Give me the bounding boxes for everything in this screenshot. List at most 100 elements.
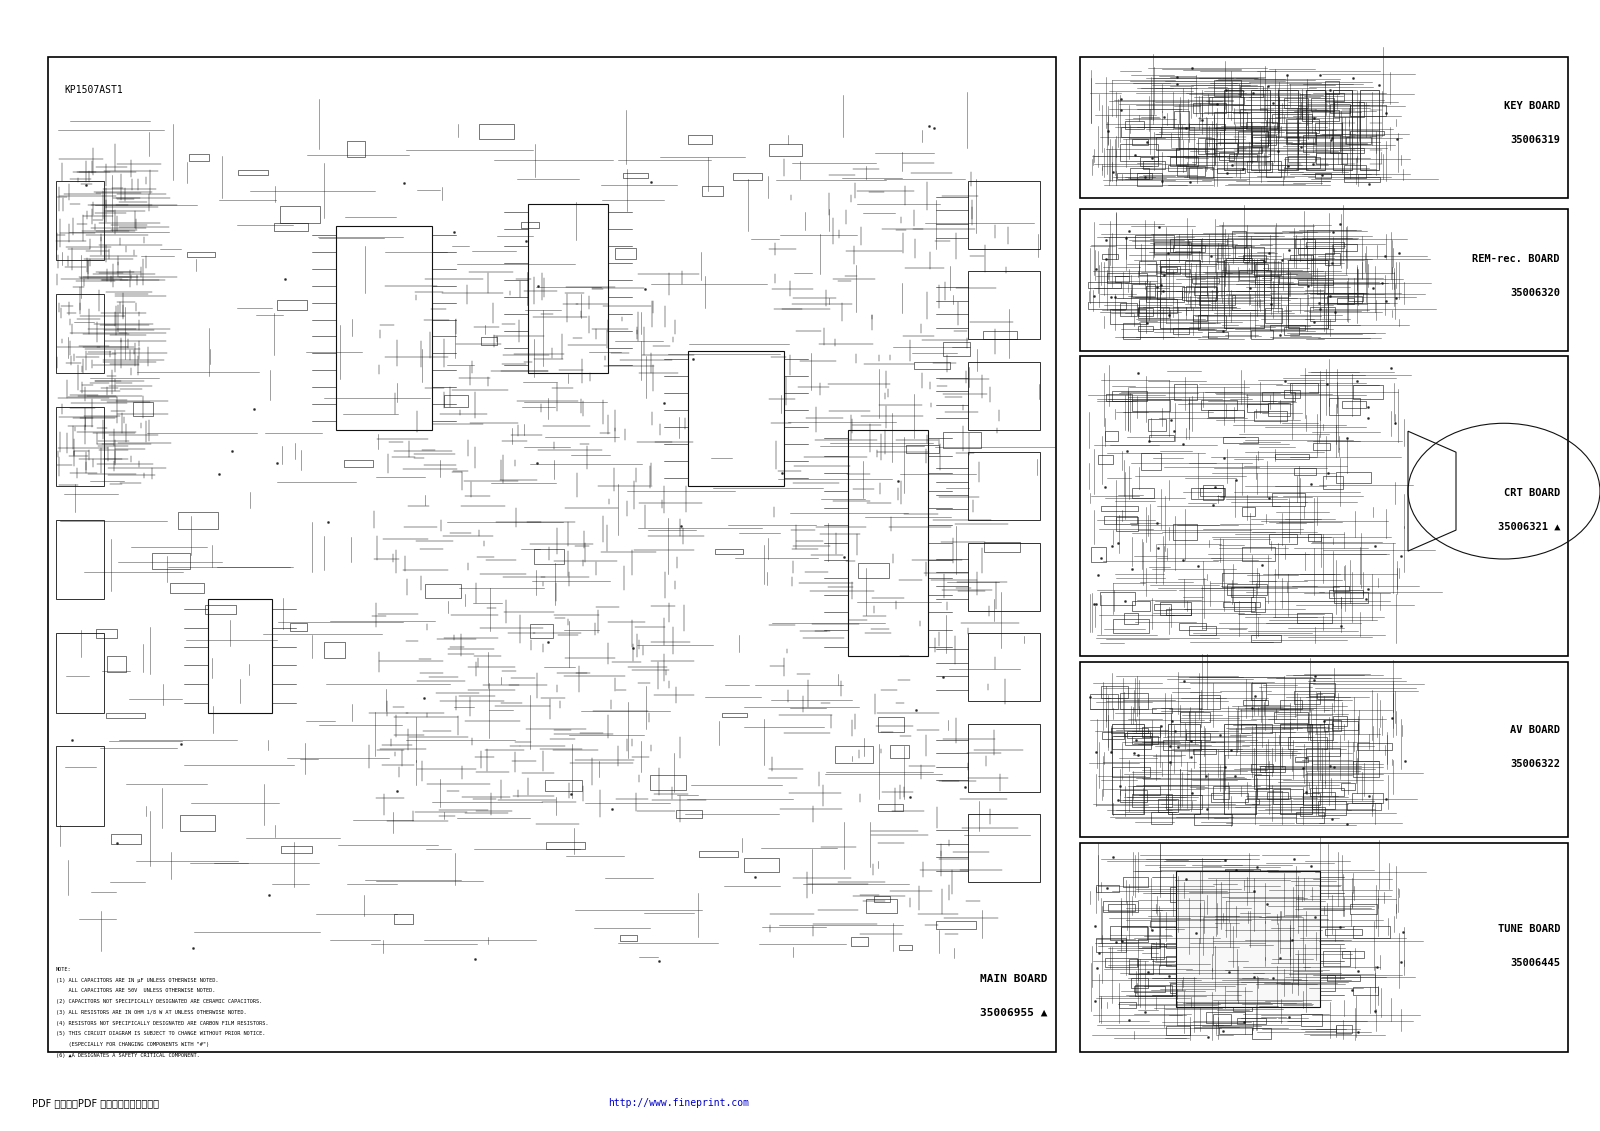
- Bar: [890, 745, 909, 758]
- Bar: [1134, 234, 1174, 249]
- Bar: [1222, 438, 1258, 443]
- Bar: [1102, 254, 1118, 259]
- Bar: [1328, 975, 1360, 982]
- Bar: [1290, 382, 1318, 394]
- Bar: [1275, 969, 1299, 977]
- Bar: [1250, 905, 1272, 912]
- Bar: [1198, 294, 1235, 305]
- Bar: [1286, 120, 1318, 132]
- Bar: [1333, 244, 1357, 251]
- Bar: [1106, 395, 1133, 402]
- Bar: [1240, 724, 1272, 733]
- Bar: [968, 452, 1040, 520]
- Bar: [1128, 959, 1154, 974]
- Bar: [848, 430, 928, 656]
- Text: http://www.fineprint.com: http://www.fineprint.com: [608, 1098, 749, 1107]
- Bar: [1214, 112, 1248, 128]
- Bar: [1110, 309, 1146, 325]
- Bar: [1262, 884, 1291, 900]
- Bar: [1354, 760, 1379, 777]
- Bar: [1120, 145, 1158, 161]
- Bar: [1131, 736, 1158, 743]
- Bar: [1230, 910, 1259, 917]
- Bar: [1131, 978, 1147, 987]
- Bar: [1122, 127, 1160, 137]
- Bar: [1230, 587, 1253, 597]
- Bar: [1190, 489, 1224, 499]
- Bar: [1133, 794, 1173, 806]
- Bar: [1205, 139, 1237, 153]
- Bar: [1187, 240, 1227, 245]
- Bar: [1299, 249, 1334, 254]
- Bar: [1285, 98, 1309, 107]
- Bar: [835, 746, 874, 763]
- Bar: [1246, 962, 1272, 972]
- Bar: [187, 252, 216, 257]
- Bar: [1118, 1002, 1136, 1008]
- Bar: [56, 407, 104, 486]
- Text: (5) THIS CIRCUIT DIAGRAM IS SUBJECT TO CHANGE WITHOUT PRIOR NOTICE.: (5) THIS CIRCUIT DIAGRAM IS SUBJECT TO C…: [56, 1031, 266, 1036]
- Bar: [170, 584, 203, 593]
- Bar: [1288, 156, 1315, 162]
- Bar: [1080, 57, 1568, 198]
- Bar: [722, 713, 747, 717]
- Bar: [1150, 922, 1176, 926]
- Bar: [1162, 266, 1179, 275]
- Text: MAIN BOARD: MAIN BOARD: [981, 974, 1048, 984]
- Bar: [1307, 534, 1322, 541]
- Bar: [1160, 260, 1200, 328]
- Bar: [1243, 700, 1269, 705]
- Bar: [56, 520, 104, 599]
- Text: (6) ▲A DESIGNATES A SAFETY CRITICAL COMPONENT.: (6) ▲A DESIGNATES A SAFETY CRITICAL COMP…: [56, 1053, 200, 1057]
- Bar: [1318, 801, 1346, 815]
- Bar: [1186, 733, 1210, 740]
- Bar: [1333, 586, 1349, 590]
- Text: 35006445: 35006445: [1510, 958, 1560, 968]
- Bar: [942, 432, 981, 448]
- Bar: [715, 549, 744, 554]
- Bar: [1325, 930, 1362, 935]
- Bar: [650, 775, 686, 789]
- Bar: [744, 857, 779, 872]
- Bar: [1170, 983, 1203, 993]
- Bar: [1096, 938, 1126, 952]
- Bar: [1258, 788, 1290, 798]
- Bar: [1325, 253, 1341, 265]
- Bar: [699, 852, 738, 857]
- Bar: [1307, 749, 1341, 756]
- Bar: [1278, 877, 1302, 881]
- Bar: [1096, 884, 1118, 892]
- Bar: [1275, 454, 1309, 458]
- Bar: [1160, 602, 1190, 614]
- Bar: [1080, 662, 1568, 837]
- Bar: [1173, 328, 1189, 335]
- Bar: [1221, 573, 1259, 587]
- Bar: [1254, 276, 1278, 284]
- Bar: [1114, 619, 1149, 633]
- Bar: [1224, 90, 1243, 170]
- Bar: [1110, 925, 1147, 940]
- Bar: [482, 337, 498, 345]
- Bar: [1186, 285, 1216, 301]
- Bar: [56, 746, 104, 826]
- Bar: [1192, 278, 1219, 283]
- Bar: [1080, 356, 1568, 656]
- Bar: [336, 226, 432, 430]
- Bar: [1158, 965, 1189, 974]
- Text: REM-rec. BOARD: REM-rec. BOARD: [1472, 253, 1560, 264]
- Bar: [1102, 901, 1138, 913]
- Bar: [1224, 260, 1264, 328]
- Bar: [1243, 247, 1264, 260]
- Bar: [1262, 392, 1294, 400]
- Bar: [1198, 138, 1213, 154]
- Bar: [984, 542, 1019, 552]
- Bar: [1194, 103, 1226, 113]
- Bar: [1262, 991, 1280, 996]
- Bar: [968, 724, 1040, 792]
- Bar: [1163, 740, 1202, 750]
- Bar: [1120, 692, 1147, 709]
- Bar: [1157, 291, 1182, 299]
- Bar: [1331, 104, 1350, 112]
- Bar: [1272, 113, 1312, 123]
- Bar: [1227, 939, 1256, 946]
